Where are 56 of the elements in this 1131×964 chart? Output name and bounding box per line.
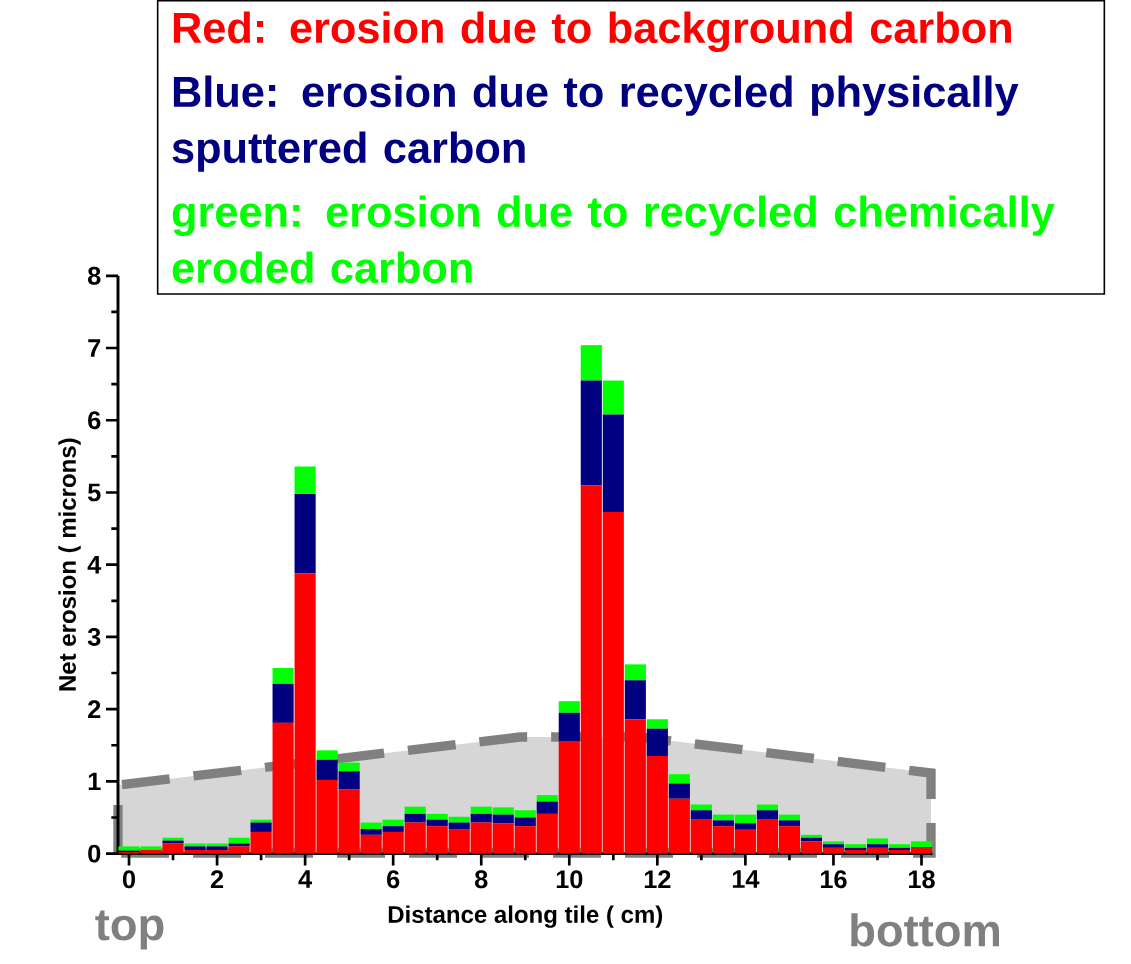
y-tick-label: 4	[87, 555, 102, 574]
bar	[646, 719, 668, 729]
x-axis-title: Distance along tile ( cm)	[388, 905, 663, 928]
bar	[646, 728, 668, 757]
bar	[602, 380, 624, 415]
bar	[800, 834, 822, 838]
bar	[866, 844, 889, 848]
x-tick-label: 8	[474, 870, 488, 889]
bar	[558, 712, 580, 741]
bar	[250, 822, 272, 832]
bar	[668, 774, 690, 784]
y-tick-label: 2	[88, 700, 101, 718]
x-tick-label: 2	[210, 870, 224, 888]
bar	[316, 750, 338, 760]
bar	[558, 701, 580, 713]
bar	[536, 795, 558, 802]
y-axis-title: Net erosion ( microns)	[58, 438, 81, 691]
bar	[272, 683, 294, 723]
bar	[668, 783, 690, 799]
y-tick-label: 7	[88, 339, 101, 357]
bar	[778, 820, 800, 827]
x-tick-label: 18	[909, 870, 935, 889]
bar	[866, 838, 889, 845]
x-tick-label: 6	[387, 870, 400, 889]
x-tick-label: 16	[820, 870, 847, 889]
bar	[250, 819, 272, 823]
y-tick-label: 3	[87, 627, 101, 646]
y-tick-label: 1	[88, 772, 101, 791]
bar	[338, 762, 360, 772]
y-tick-label: 8	[87, 266, 101, 285]
bar	[536, 801, 558, 814]
bar	[580, 345, 602, 381]
text: top	[95, 910, 164, 950]
bar	[690, 804, 712, 811]
bar	[690, 810, 712, 820]
bar	[756, 804, 778, 811]
text: Red: erosion due to background carbon	[173, 11, 1011, 53]
x-tick-label: 12	[644, 870, 671, 888]
bar	[624, 680, 646, 720]
y-tick-label: 0	[88, 844, 101, 863]
y-tick-label: 5	[87, 483, 101, 502]
x-tick-label: 14	[732, 870, 760, 888]
y-tick-label: 6	[88, 411, 101, 430]
bar	[404, 806, 426, 814]
bar	[756, 810, 778, 820]
x-tick-label: 4	[298, 870, 313, 888]
x-tick-label: 10	[556, 870, 583, 889]
text: green: erosion due to recycled chemically eroded carbon	[172, 195, 1055, 284]
text: Blue: erosion due to recycled physically sputtered carbon	[172, 75, 1019, 172]
bar	[294, 493, 316, 574]
x-tick-label: 0	[122, 870, 136, 889]
text: bottom	[851, 913, 1000, 947]
bar	[228, 843, 250, 847]
bar	[272, 667, 294, 684]
bar	[294, 466, 316, 494]
bar	[624, 664, 646, 681]
